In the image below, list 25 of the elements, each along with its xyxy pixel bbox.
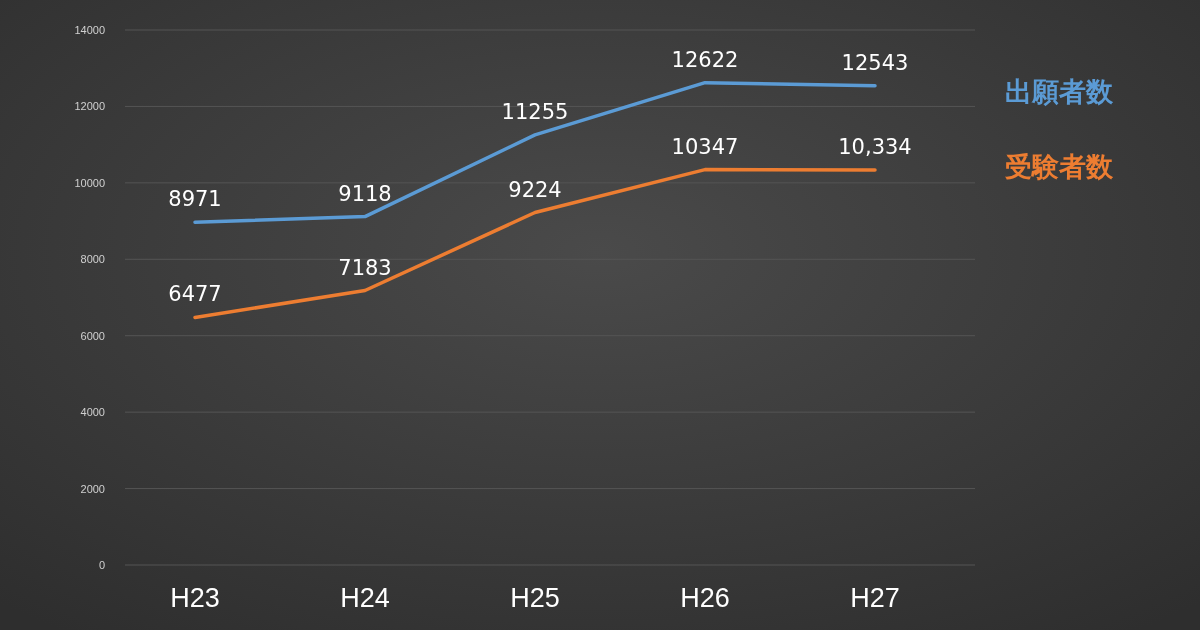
data-label: 6477 [168,282,222,307]
data-label: 9118 [338,181,392,206]
y-tick-label: 6000 [80,329,105,342]
x-tick-label: H24 [340,583,390,613]
y-tick-label: 8000 [80,253,105,266]
x-tick-label: H26 [680,583,730,613]
text: 出願者数 [1005,77,1114,107]
y-tick-label: 14000 [74,24,105,36]
data-label: 10,334 [838,135,912,160]
y-tick-label: 10000 [74,176,105,189]
data-label: 7183 [338,255,392,280]
x-tick-label: H27 [850,583,900,613]
data-label: 10347 [671,134,739,159]
data-label: 12543 [841,50,909,75]
x-tick-label: H25 [510,583,560,613]
text: 受験者数 [1005,152,1114,182]
y-tick-label: 4000 [80,406,105,419]
data-label: 8971 [168,187,222,212]
data-label: 12622 [671,47,739,72]
y-tick-label: 2000 [80,482,105,495]
data-label: 9224 [508,177,562,202]
x-tick-label: H23 [170,583,220,613]
y-tick-label: 12000 [74,100,105,113]
y-tick-label: 0 [98,559,105,571]
data-label: 11255 [501,99,569,124]
